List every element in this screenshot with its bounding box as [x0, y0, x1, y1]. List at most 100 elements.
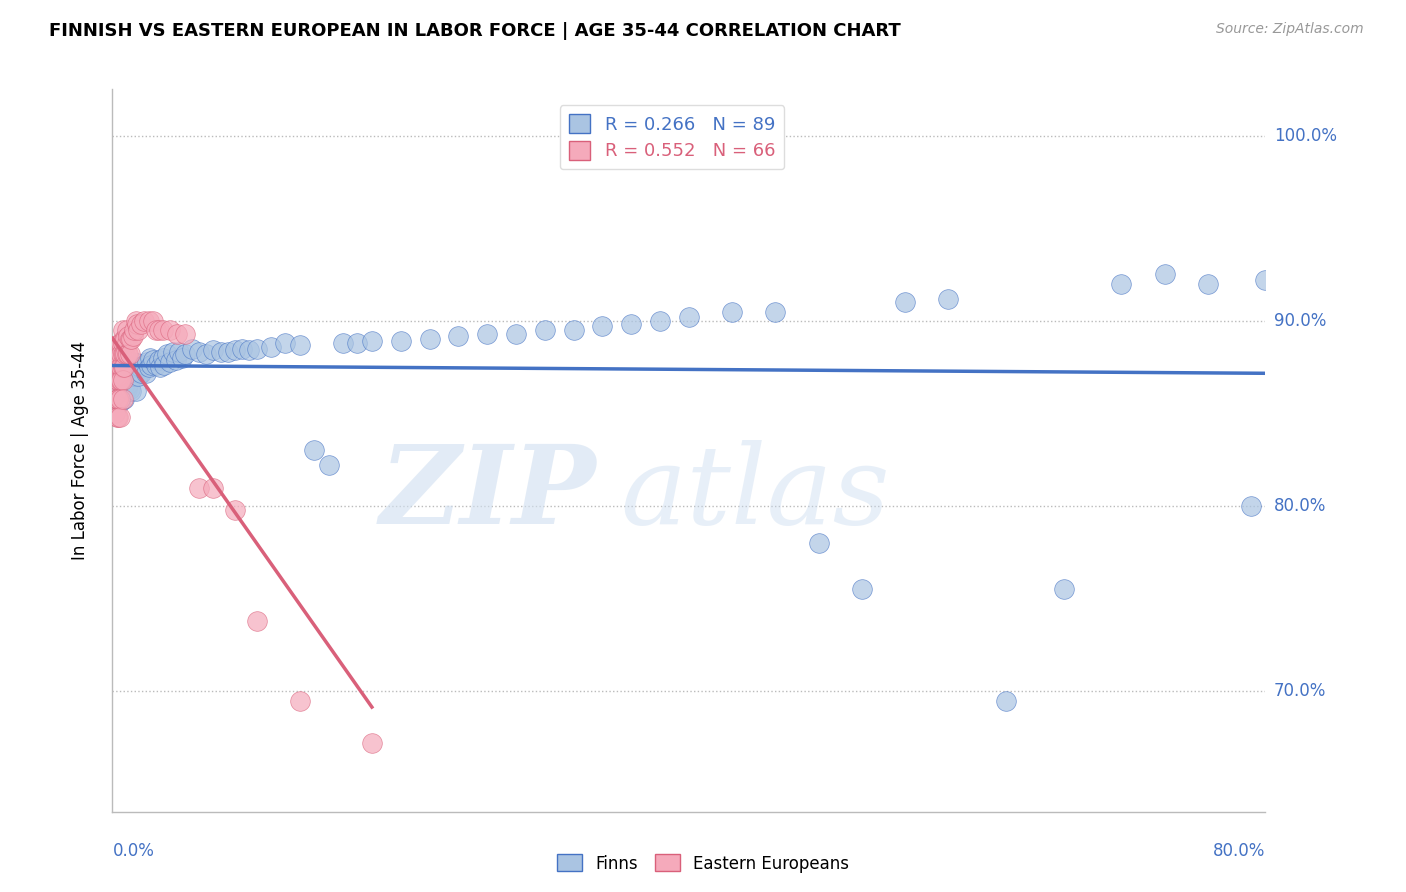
Text: 70.0%: 70.0%	[1274, 682, 1326, 700]
Point	[112, 369, 135, 384]
Point	[165, 352, 187, 367]
Point	[107, 373, 129, 387]
Point	[138, 314, 160, 328]
Point	[332, 336, 354, 351]
Text: atlas: atlas	[620, 440, 890, 548]
Point	[115, 323, 138, 337]
Point	[148, 352, 170, 367]
Point	[142, 314, 165, 328]
Point	[1254, 273, 1277, 287]
Point	[231, 342, 253, 356]
Point	[108, 395, 131, 409]
Point	[111, 360, 134, 375]
Point	[145, 358, 167, 372]
Point	[124, 360, 146, 375]
Point	[112, 360, 135, 375]
Point	[112, 332, 135, 346]
Point	[162, 345, 184, 359]
Point	[117, 376, 139, 391]
Point	[105, 351, 128, 365]
Point	[136, 354, 159, 368]
Point	[107, 347, 129, 361]
Point	[894, 295, 917, 310]
Point	[111, 336, 134, 351]
Point	[156, 347, 179, 361]
Point	[115, 360, 138, 375]
Point	[360, 334, 382, 348]
Point	[115, 347, 138, 361]
Y-axis label: In Labor Force | Age 35-44: In Labor Force | Age 35-44	[70, 341, 89, 560]
Point	[202, 343, 225, 358]
Point	[105, 373, 128, 387]
Point	[346, 336, 368, 351]
Text: 90.0%: 90.0%	[1274, 312, 1326, 330]
Point	[107, 360, 129, 375]
Point	[246, 614, 269, 628]
Point	[153, 358, 176, 372]
Point	[118, 332, 141, 346]
Point	[360, 736, 382, 750]
Point	[142, 352, 165, 367]
Point	[1111, 277, 1133, 291]
Point	[851, 582, 873, 597]
Point	[936, 292, 959, 306]
Point	[139, 351, 162, 365]
Point	[112, 347, 135, 361]
Point	[117, 354, 139, 368]
Point	[111, 347, 134, 361]
Point	[180, 342, 202, 356]
Point	[115, 336, 138, 351]
Point	[111, 360, 134, 375]
Point	[170, 351, 193, 365]
Point	[202, 481, 225, 495]
Text: 100.0%: 100.0%	[1274, 127, 1337, 145]
Point	[108, 410, 131, 425]
Point	[188, 481, 211, 495]
Point	[107, 410, 129, 425]
Point	[121, 328, 143, 343]
Point	[134, 314, 156, 328]
Point	[110, 347, 132, 361]
Point	[217, 345, 239, 359]
Point	[1153, 268, 1175, 282]
Text: 0.0%: 0.0%	[112, 842, 155, 860]
Point	[173, 347, 195, 361]
Point	[107, 392, 129, 406]
Point	[121, 360, 143, 375]
Point	[127, 323, 149, 337]
Point	[105, 410, 128, 425]
Point	[108, 336, 131, 351]
Point	[112, 392, 135, 406]
Point	[592, 319, 614, 334]
Point	[129, 318, 153, 332]
Point	[274, 336, 297, 351]
Point	[115, 382, 138, 396]
Point	[135, 366, 157, 380]
Text: 80.0%: 80.0%	[1274, 497, 1326, 515]
Point	[114, 347, 136, 361]
Point	[238, 343, 260, 358]
Point	[318, 458, 340, 473]
Point	[167, 345, 190, 359]
Point	[111, 382, 134, 396]
Point	[447, 328, 470, 343]
Point	[1312, 573, 1334, 587]
Point	[118, 382, 141, 396]
Point	[475, 326, 499, 341]
Text: ZIP: ZIP	[380, 440, 596, 548]
Point	[505, 326, 527, 341]
Point	[141, 358, 163, 372]
Point	[765, 304, 787, 318]
Point	[107, 392, 129, 406]
Point	[1053, 582, 1076, 597]
Point	[120, 384, 142, 399]
Point	[678, 310, 700, 324]
Point	[124, 314, 146, 328]
Point	[288, 693, 311, 707]
Point	[125, 356, 148, 370]
Point	[145, 323, 167, 337]
Point	[118, 347, 141, 361]
Point	[105, 360, 128, 375]
Point	[148, 323, 170, 337]
Point	[107, 360, 129, 375]
